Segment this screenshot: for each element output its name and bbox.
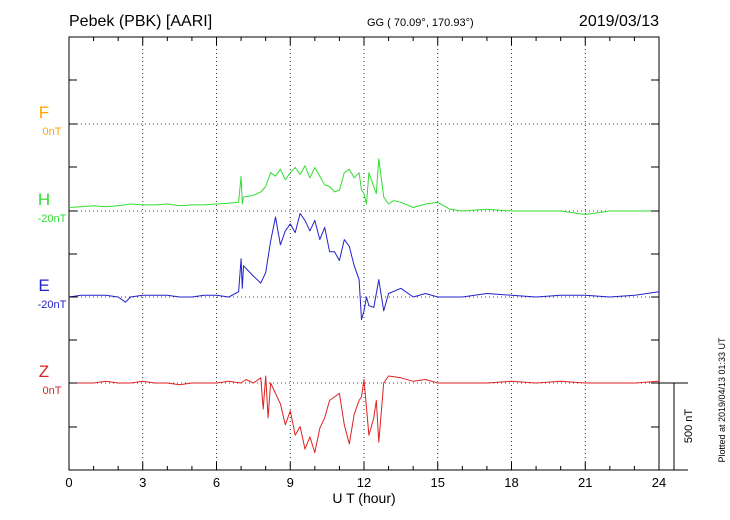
series-offset-F: 0nT	[43, 126, 62, 138]
x-tick-label: 15	[431, 475, 445, 490]
x-tick-label: 6	[213, 475, 220, 490]
x-tick-label: 0	[65, 475, 72, 490]
x-tick-label: 12	[357, 475, 371, 490]
x-axis-ticks: 0 3 6 9 12 15 18 21 24	[65, 37, 666, 490]
series-line-E	[68, 213, 660, 321]
station-title: Pebek (PBK) [AARI]	[69, 13, 212, 30]
x-tick-label: 24	[652, 475, 666, 490]
series-line-H	[68, 158, 659, 215]
series-labels: F 0nT H -20nT E -20nT Z 0nT	[38, 103, 67, 397]
x-tick-label: 21	[578, 475, 592, 490]
scale-bar-label: 500 nT	[683, 409, 695, 444]
series-name-F: F	[39, 103, 49, 122]
series-offset-H: -20nT	[38, 213, 67, 225]
x-tick-label: 18	[504, 475, 518, 490]
coordinates-label: GG ( 70.09°, 170.93°)	[367, 17, 474, 29]
series-offset-Z: 0nT	[43, 385, 62, 397]
plotted-at-note: Plotted at 2019/04/13 01:33 UT	[717, 337, 727, 463]
series-lines	[68, 158, 660, 454]
x-axis-label: U T (hour)	[332, 490, 395, 506]
series-offset-E: -20nT	[38, 299, 67, 311]
x-tick-label: 3	[139, 475, 146, 490]
x-tick-label: 9	[287, 475, 294, 490]
grid	[69, 37, 659, 470]
series-line-Z	[69, 375, 660, 454]
series-name-E: E	[38, 276, 49, 295]
series-name-H: H	[38, 190, 50, 209]
series-name-Z: Z	[39, 362, 49, 381]
date-label: 2019/03/13	[579, 13, 659, 30]
